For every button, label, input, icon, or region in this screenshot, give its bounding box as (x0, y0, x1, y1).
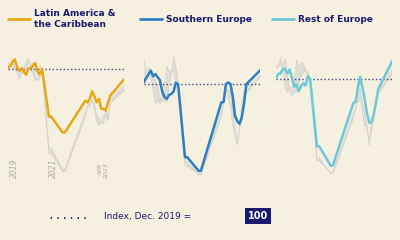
Text: 2019: 2019 (10, 158, 19, 178)
Text: Southern Europe: Southern Europe (166, 15, 252, 24)
Text: Index, Dec. 2019 =: Index, Dec. 2019 = (104, 211, 191, 221)
Text: APR
2023: APR 2023 (98, 162, 109, 178)
Text: 100: 100 (248, 211, 268, 221)
Text: Rest of Europe: Rest of Europe (298, 15, 373, 24)
Text: ......: ...... (48, 211, 96, 221)
Text: 2021: 2021 (49, 158, 58, 178)
Text: Latin America &
the Caribbean: Latin America & the Caribbean (34, 10, 116, 29)
